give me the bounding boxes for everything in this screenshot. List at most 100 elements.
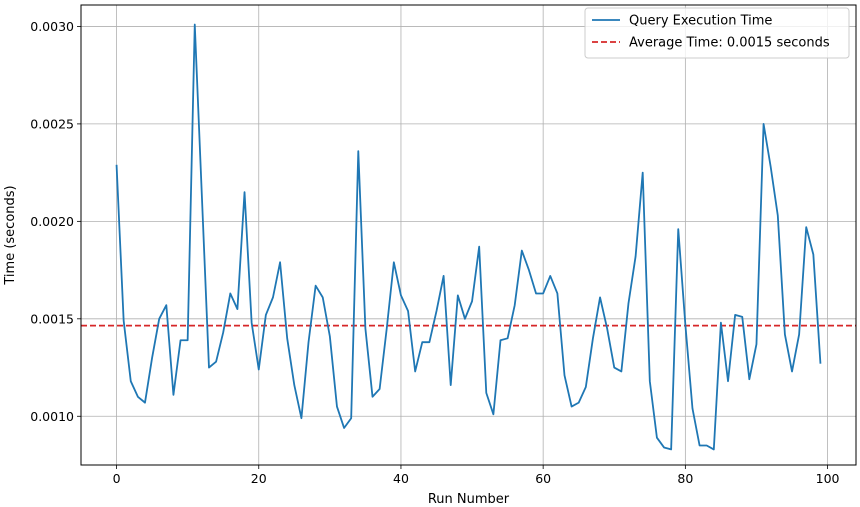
data-point — [720, 322, 721, 323]
legend-entry-average: Average Time: 0.0015 seconds — [629, 36, 830, 51]
data-point — [400, 295, 401, 296]
data-point — [770, 166, 771, 167]
data-point — [173, 394, 174, 395]
data-point — [315, 285, 316, 286]
x-axis-label: Run Number — [428, 492, 510, 507]
data-point — [265, 314, 266, 315]
data-point — [685, 324, 686, 325]
data-point — [159, 318, 160, 319]
data-point — [713, 449, 714, 450]
data-point — [642, 172, 643, 173]
data-point — [464, 318, 465, 319]
data-point — [763, 123, 764, 124]
data-point — [358, 151, 359, 152]
data-point — [564, 375, 565, 376]
data-point — [500, 340, 501, 341]
y-axis-ticks: 0.0010 0.0015 0.0020 0.0025 0.0030 — [30, 19, 81, 424]
legend-box — [584, 7, 850, 59]
data-point — [436, 310, 437, 311]
data-point — [365, 328, 366, 329]
data-point — [656, 437, 657, 438]
data-point — [791, 371, 792, 372]
data-point — [329, 336, 330, 337]
data-point — [749, 379, 750, 380]
x-tick-label: 60 — [535, 471, 551, 486]
data-point — [201, 195, 202, 196]
data-point — [514, 305, 515, 306]
data-point — [237, 308, 238, 309]
data-point — [507, 338, 508, 339]
data-point — [479, 246, 480, 247]
data-point — [543, 293, 544, 294]
x-axis-ticks: 0 20 40 60 80 100 — [113, 465, 840, 486]
data-point — [194, 24, 195, 25]
data-point — [585, 386, 586, 387]
data-point — [415, 371, 416, 372]
data-point — [550, 275, 551, 276]
data-point — [215, 361, 216, 362]
data-point — [813, 254, 814, 255]
data-point — [322, 297, 323, 298]
data-point — [635, 256, 636, 257]
legend: Query Execution Time Average Time: 0.001… — [584, 7, 850, 59]
data-point — [244, 192, 245, 193]
data-point — [557, 293, 558, 294]
data-point — [180, 340, 181, 341]
data-point — [784, 334, 785, 335]
data-point — [372, 396, 373, 397]
data-point — [294, 384, 295, 385]
data-point — [742, 316, 743, 317]
data-point — [351, 418, 352, 419]
query-time-line — [115, 23, 822, 451]
data-point — [429, 342, 430, 343]
data-point — [144, 402, 145, 403]
data-point — [528, 269, 529, 270]
x-tick-label: 0 — [113, 471, 121, 486]
data-point — [343, 427, 344, 428]
data-point — [137, 396, 138, 397]
data-point — [152, 357, 153, 358]
data-point — [614, 367, 615, 368]
grid-lines — [81, 5, 856, 465]
data-point — [223, 332, 224, 333]
data-point — [166, 305, 167, 306]
data-point — [521, 250, 522, 251]
data-point — [599, 297, 600, 298]
data-point — [379, 388, 380, 389]
data-point — [486, 392, 487, 393]
data-point — [777, 215, 778, 216]
data-point — [649, 381, 650, 382]
data-point — [628, 303, 629, 304]
data-point — [407, 310, 408, 311]
data-point — [123, 320, 124, 321]
data-point — [443, 275, 444, 276]
x-tick-label: 20 — [251, 471, 267, 486]
data-point — [756, 344, 757, 345]
data-point — [607, 328, 608, 329]
x-tick-label: 100 — [816, 471, 840, 486]
data-point — [279, 262, 280, 263]
data-point — [308, 342, 309, 343]
data-point — [450, 384, 451, 385]
y-tick-label: 0.0015 — [30, 311, 74, 326]
data-point — [699, 445, 700, 446]
data-point — [287, 338, 288, 339]
series-layer — [115, 23, 822, 451]
data-point — [393, 262, 394, 263]
data-point — [130, 381, 131, 382]
data-point — [471, 301, 472, 302]
data-point — [535, 293, 536, 294]
data-point — [727, 381, 728, 382]
y-tick-label: 0.0010 — [30, 409, 74, 424]
data-point — [671, 449, 672, 450]
data-point — [663, 447, 664, 448]
data-point — [820, 363, 821, 364]
y-tick-label: 0.0025 — [30, 116, 74, 131]
data-point — [301, 418, 302, 419]
plot-area-frame — [80, 4, 857, 466]
data-point — [422, 342, 423, 343]
data-point — [258, 369, 259, 370]
data-point — [571, 406, 572, 407]
data-point — [578, 402, 579, 403]
